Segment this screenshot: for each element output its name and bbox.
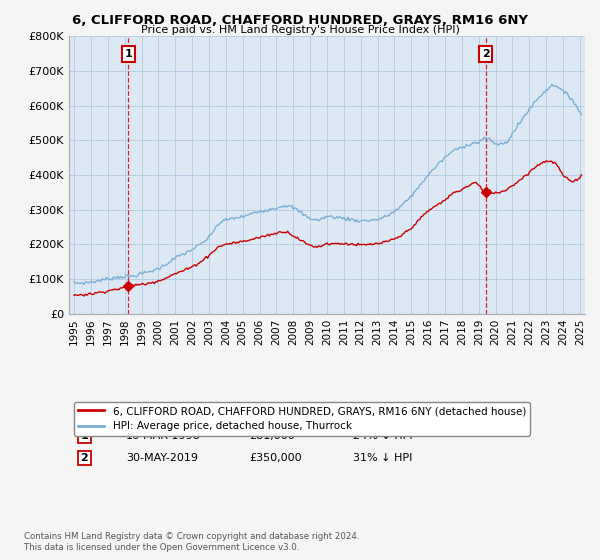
Text: 24% ↓ HPI: 24% ↓ HPI [353, 431, 412, 441]
Text: Price paid vs. HM Land Registry's House Price Index (HPI): Price paid vs. HM Land Registry's House … [140, 25, 460, 35]
Text: 1: 1 [124, 49, 132, 59]
Text: 16-MAR-1998: 16-MAR-1998 [126, 431, 200, 441]
Legend: 6, CLIFFORD ROAD, CHAFFORD HUNDRED, GRAYS, RM16 6NY (detached house), HPI: Avera: 6, CLIFFORD ROAD, CHAFFORD HUNDRED, GRAY… [74, 402, 530, 436]
Text: 1: 1 [80, 431, 88, 441]
Text: 2: 2 [482, 49, 490, 59]
Text: 31% ↓ HPI: 31% ↓ HPI [353, 452, 412, 463]
Text: £350,000: £350,000 [250, 452, 302, 463]
Text: 30-MAY-2019: 30-MAY-2019 [126, 452, 198, 463]
Text: 6, CLIFFORD ROAD, CHAFFORD HUNDRED, GRAYS, RM16 6NY: 6, CLIFFORD ROAD, CHAFFORD HUNDRED, GRAY… [72, 14, 528, 27]
Text: Contains HM Land Registry data © Crown copyright and database right 2024.
This d: Contains HM Land Registry data © Crown c… [24, 532, 359, 552]
Text: £81,000: £81,000 [250, 431, 295, 441]
Text: 2: 2 [80, 452, 88, 463]
